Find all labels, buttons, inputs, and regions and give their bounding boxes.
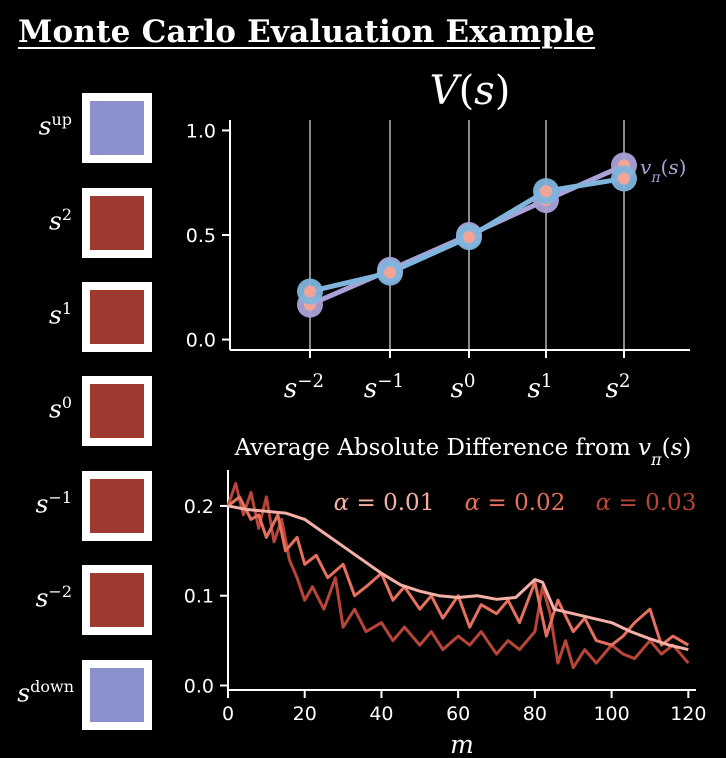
text-part: π bbox=[650, 450, 662, 469]
text-part: 0 bbox=[464, 371, 476, 392]
state-label-0: sup bbox=[0, 110, 72, 140]
state-label-sup: 2 bbox=[61, 205, 72, 224]
text-part: ( bbox=[662, 435, 671, 461]
text-part: s bbox=[364, 374, 377, 404]
series-1-point-center-2 bbox=[463, 231, 475, 244]
legend-entry-1: α = 0.02 bbox=[465, 490, 566, 516]
state-box-4 bbox=[82, 471, 152, 541]
state-label-base: s bbox=[35, 489, 49, 519]
text-part: 2 bbox=[619, 371, 631, 392]
text-part: V bbox=[430, 68, 463, 114]
state-label-2: s1 bbox=[0, 299, 72, 329]
state-label-3: s0 bbox=[0, 393, 72, 423]
state-label-base: s bbox=[48, 300, 62, 330]
x2-tick-label-2: 40 bbox=[369, 703, 393, 725]
page-title: Monte Carlo Evaluation Example bbox=[18, 14, 596, 50]
legend-value: = 0.01 bbox=[349, 490, 434, 516]
text-part: Average Absolute Difference from bbox=[234, 435, 638, 461]
x2-tick-label-5: 100 bbox=[593, 703, 629, 725]
difference-series-line-2 bbox=[226, 481, 690, 670]
vpi-series-label: vπ(s) bbox=[640, 155, 686, 186]
state-label-1: s2 bbox=[0, 205, 72, 235]
state-box-3 bbox=[82, 376, 152, 446]
y-tick-label-1: 0.5 bbox=[186, 225, 216, 247]
difference-series-line-1 bbox=[227, 495, 690, 647]
y2-tick-label-2: 0.2 bbox=[184, 496, 214, 518]
text-part: ) bbox=[495, 68, 511, 114]
state-label-base: s bbox=[38, 111, 52, 141]
text-part: s bbox=[671, 435, 683, 461]
text-part: −1 bbox=[377, 371, 404, 392]
state-box-1 bbox=[82, 188, 152, 258]
state-label-base: s bbox=[48, 394, 62, 424]
state-label-sup: −1 bbox=[48, 488, 72, 507]
legend-value: = 0.03 bbox=[611, 490, 696, 516]
text-part: v bbox=[640, 155, 652, 179]
x-tick-label-3: s1 bbox=[528, 371, 553, 405]
x-tick-label-2: s0 bbox=[451, 371, 476, 405]
legend-symbol: α bbox=[334, 490, 350, 516]
difference-series-line-0 bbox=[227, 504, 689, 652]
text-part: s bbox=[606, 374, 619, 404]
state-box-2 bbox=[82, 282, 152, 352]
text-part: −2 bbox=[297, 371, 324, 392]
series-1-point-center-0 bbox=[304, 285, 316, 298]
value-chart-title: V(s) bbox=[430, 68, 511, 114]
x-tick-label-4: s2 bbox=[606, 371, 631, 405]
state-label-sup: −2 bbox=[48, 582, 72, 601]
text-part: s bbox=[474, 68, 495, 114]
x2-tick-label-1: 20 bbox=[293, 703, 317, 725]
state-label-base: s bbox=[17, 678, 31, 708]
state-label-sup: down bbox=[30, 677, 74, 696]
x2-tick-label-0: 0 bbox=[222, 703, 234, 725]
x-axis-label: m bbox=[450, 730, 474, 758]
text-part: ) bbox=[679, 155, 687, 179]
y2-tick-label-0: 0.0 bbox=[184, 676, 214, 698]
text-part: 1 bbox=[541, 371, 553, 392]
x2-tick-label-4: 80 bbox=[523, 703, 547, 725]
x-tick-label-1: s−1 bbox=[364, 371, 404, 405]
state-label-base: s bbox=[48, 206, 62, 236]
legend-value: = 0.02 bbox=[480, 490, 565, 516]
state-label-sup: up bbox=[51, 110, 72, 129]
state-label-sup: 0 bbox=[61, 393, 72, 412]
state-label-sup: 1 bbox=[61, 299, 72, 318]
y-tick-label-0: 0.0 bbox=[186, 330, 216, 352]
x2-tick-label-6: 120 bbox=[670, 703, 706, 725]
x-tick-label-0: s−2 bbox=[284, 371, 324, 405]
state-box-6 bbox=[82, 660, 152, 730]
text-part: ( bbox=[661, 155, 669, 179]
y2-tick-label-1: 0.1 bbox=[184, 586, 214, 608]
text-part: s bbox=[284, 374, 297, 404]
text-part: π bbox=[650, 170, 661, 186]
difference-chart-title: Average Absolute Difference from vπ(s) bbox=[234, 435, 692, 469]
state-label-5: s−2 bbox=[0, 582, 72, 612]
state-label-base: s bbox=[35, 583, 49, 613]
state-label-4: s−1 bbox=[0, 488, 72, 518]
text-part: s bbox=[451, 374, 464, 404]
series-1-point-center-4 bbox=[618, 172, 630, 185]
state-box-5 bbox=[82, 565, 152, 635]
legend-entry-2: α = 0.03 bbox=[596, 490, 697, 516]
legend-symbol: α bbox=[465, 490, 481, 516]
y-tick-label-2: 1.0 bbox=[186, 120, 216, 142]
text-part: s bbox=[668, 155, 678, 179]
text-part: ( bbox=[459, 68, 475, 114]
series-1-point-center-1 bbox=[384, 266, 396, 279]
legend-entry-0: α = 0.01 bbox=[334, 490, 435, 516]
state-label-6: sdown bbox=[0, 677, 74, 707]
state-box-0 bbox=[82, 93, 152, 163]
legend-symbol: α bbox=[596, 490, 612, 516]
text-part: s bbox=[528, 374, 541, 404]
text-part: ) bbox=[682, 435, 691, 461]
text-part: v bbox=[638, 435, 651, 461]
series-1-point-center-3 bbox=[540, 185, 552, 198]
x2-tick-label-3: 60 bbox=[446, 703, 470, 725]
